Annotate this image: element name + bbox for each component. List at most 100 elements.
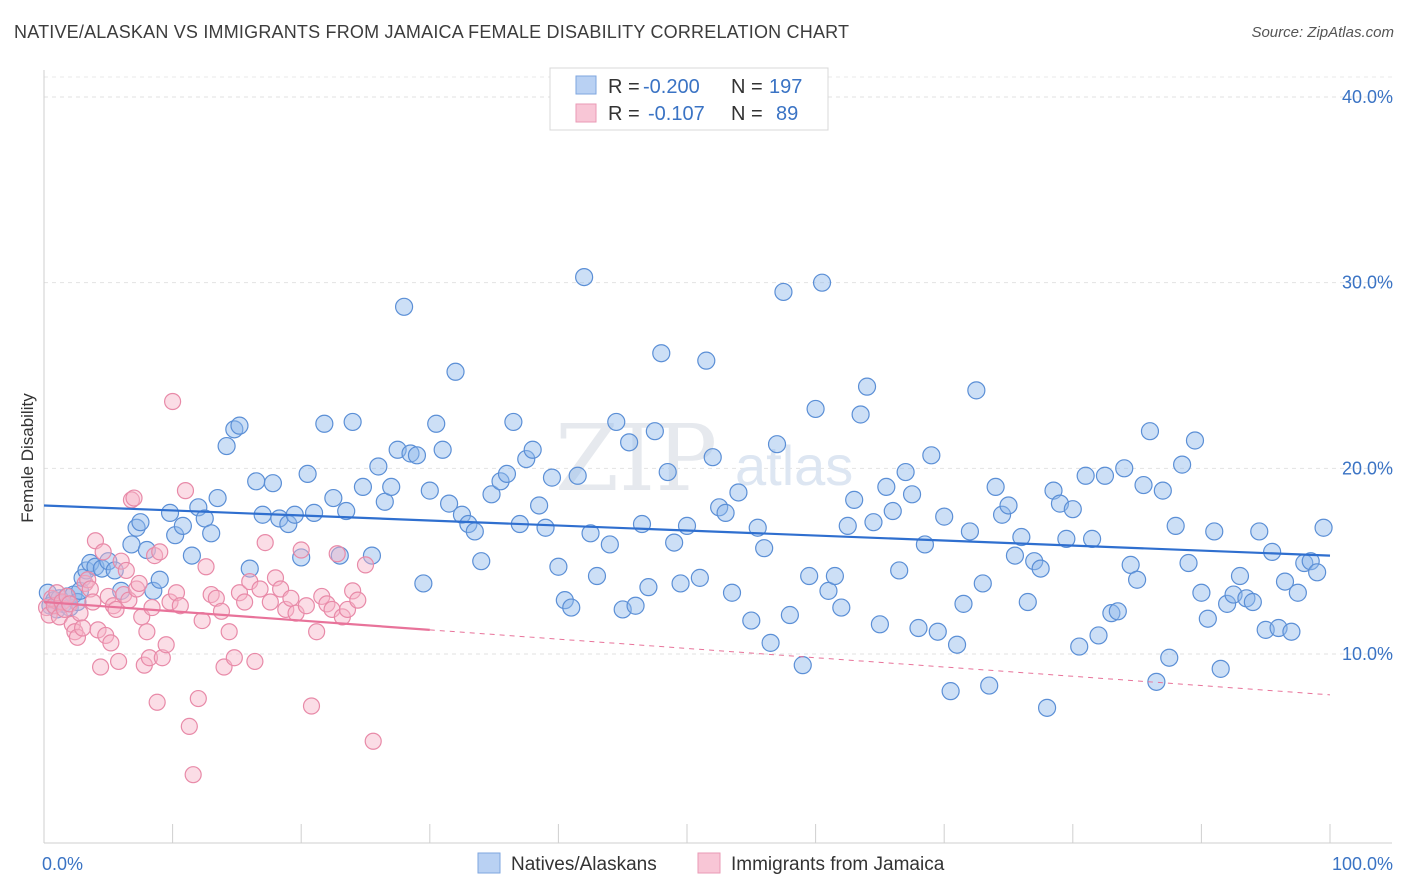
point-natives <box>1179 553 1198 573</box>
bottom-legend-swatch-natives <box>477 852 501 874</box>
point-natives <box>324 488 343 508</box>
point-jamaica <box>356 556 375 574</box>
point-natives <box>845 490 864 509</box>
point-jamaica <box>180 717 198 736</box>
point-jamaica <box>171 597 189 615</box>
point-jamaica <box>176 482 195 500</box>
trend-line-natives <box>43 504 1331 557</box>
point-natives <box>690 568 709 587</box>
point-natives <box>1127 570 1147 589</box>
point-natives <box>414 574 433 593</box>
point-natives <box>263 474 283 493</box>
point-natives <box>150 570 169 589</box>
point-natives <box>575 267 594 287</box>
point-jamaica <box>107 600 125 619</box>
point-natives <box>1308 563 1327 582</box>
legend-n-value-natives: 197 <box>769 76 802 98</box>
point-natives <box>665 533 684 552</box>
point-jamaica <box>207 589 225 607</box>
top-legend: R = -0.200 N = 197 R = -0.107 N = 89 <box>549 67 829 131</box>
point-natives <box>247 472 266 491</box>
point-natives <box>315 414 334 433</box>
point-natives <box>536 518 555 537</box>
point-natives <box>896 462 915 482</box>
point-natives <box>722 583 742 602</box>
point-natives <box>1115 459 1134 478</box>
point-natives <box>1070 637 1089 656</box>
point-natives <box>160 503 180 522</box>
point-natives <box>1012 527 1031 547</box>
point-natives <box>330 546 349 565</box>
point-natives <box>652 344 671 363</box>
point-natives <box>1211 659 1230 678</box>
point-jamaica <box>189 689 207 708</box>
point-jamaica <box>91 658 110 676</box>
trend-line-jamaica-extension <box>429 629 1331 696</box>
point-natives <box>298 464 317 484</box>
point-natives <box>562 598 581 617</box>
point-natives <box>607 412 626 432</box>
point-natives <box>1095 466 1115 485</box>
point-natives <box>780 605 799 625</box>
point-natives <box>131 513 150 532</box>
point-natives <box>517 449 536 469</box>
point-natives <box>999 496 1018 515</box>
point-natives <box>491 472 510 491</box>
point-jamaica <box>193 611 211 630</box>
point-jamaica <box>297 597 315 615</box>
point-natives <box>465 522 484 541</box>
point-natives <box>433 440 452 459</box>
point-natives <box>1275 572 1295 591</box>
point-natives <box>825 566 844 586</box>
trend-line-jamaica <box>43 600 430 631</box>
bottom-legend: Natives/Alaskans Immigrants from Jamaica <box>477 852 945 875</box>
legend-r-value-jamaica: -0.107 <box>648 103 705 125</box>
point-jamaica <box>261 593 279 611</box>
point-natives <box>864 513 883 532</box>
point-jamaica <box>167 584 186 602</box>
point-natives <box>581 524 600 543</box>
point-natives <box>1160 648 1179 667</box>
point-natives <box>870 615 890 634</box>
point-natives <box>960 522 980 541</box>
y-tick-label: 20.0% <box>1342 458 1393 478</box>
point-natives <box>838 516 857 535</box>
point-natives <box>857 377 877 396</box>
point-natives <box>832 598 851 617</box>
point-natives <box>1037 698 1057 717</box>
point-natives <box>973 574 992 593</box>
point-natives <box>173 516 192 535</box>
point-natives <box>202 524 221 543</box>
point-natives <box>504 412 523 432</box>
point-jamaica <box>328 545 346 563</box>
point-natives <box>767 435 787 454</box>
point-natives <box>1250 522 1269 541</box>
point-natives <box>420 481 439 500</box>
point-jamaica <box>236 593 254 611</box>
point-natives <box>182 546 201 565</box>
point-jamaica <box>277 600 295 619</box>
point-natives <box>748 518 767 537</box>
point-natives <box>703 448 722 467</box>
point-jamaica <box>73 619 92 637</box>
legend-r-value-natives: -0.200 <box>643 76 700 98</box>
point-natives <box>935 507 954 526</box>
point-jamaica <box>225 649 243 667</box>
point-natives <box>1147 672 1166 691</box>
y-tick-labels: 10.0% 20.0% 30.0% 40.0% <box>1342 87 1393 664</box>
point-natives <box>1314 518 1333 537</box>
point-natives <box>446 362 465 381</box>
point-jamaica <box>138 623 156 641</box>
point-natives <box>1018 592 1037 612</box>
point-natives <box>337 501 356 521</box>
bottom-legend-label-jamaica: Immigrants from Jamaica <box>731 854 945 875</box>
point-natives <box>1057 529 1076 548</box>
point-natives <box>793 656 812 675</box>
point-natives <box>1173 455 1192 474</box>
point-jamaica <box>151 543 169 561</box>
point-jamaica <box>81 580 99 598</box>
point-jamaica <box>212 602 231 620</box>
point-natives <box>1288 583 1307 602</box>
point-jamaica <box>266 569 285 587</box>
